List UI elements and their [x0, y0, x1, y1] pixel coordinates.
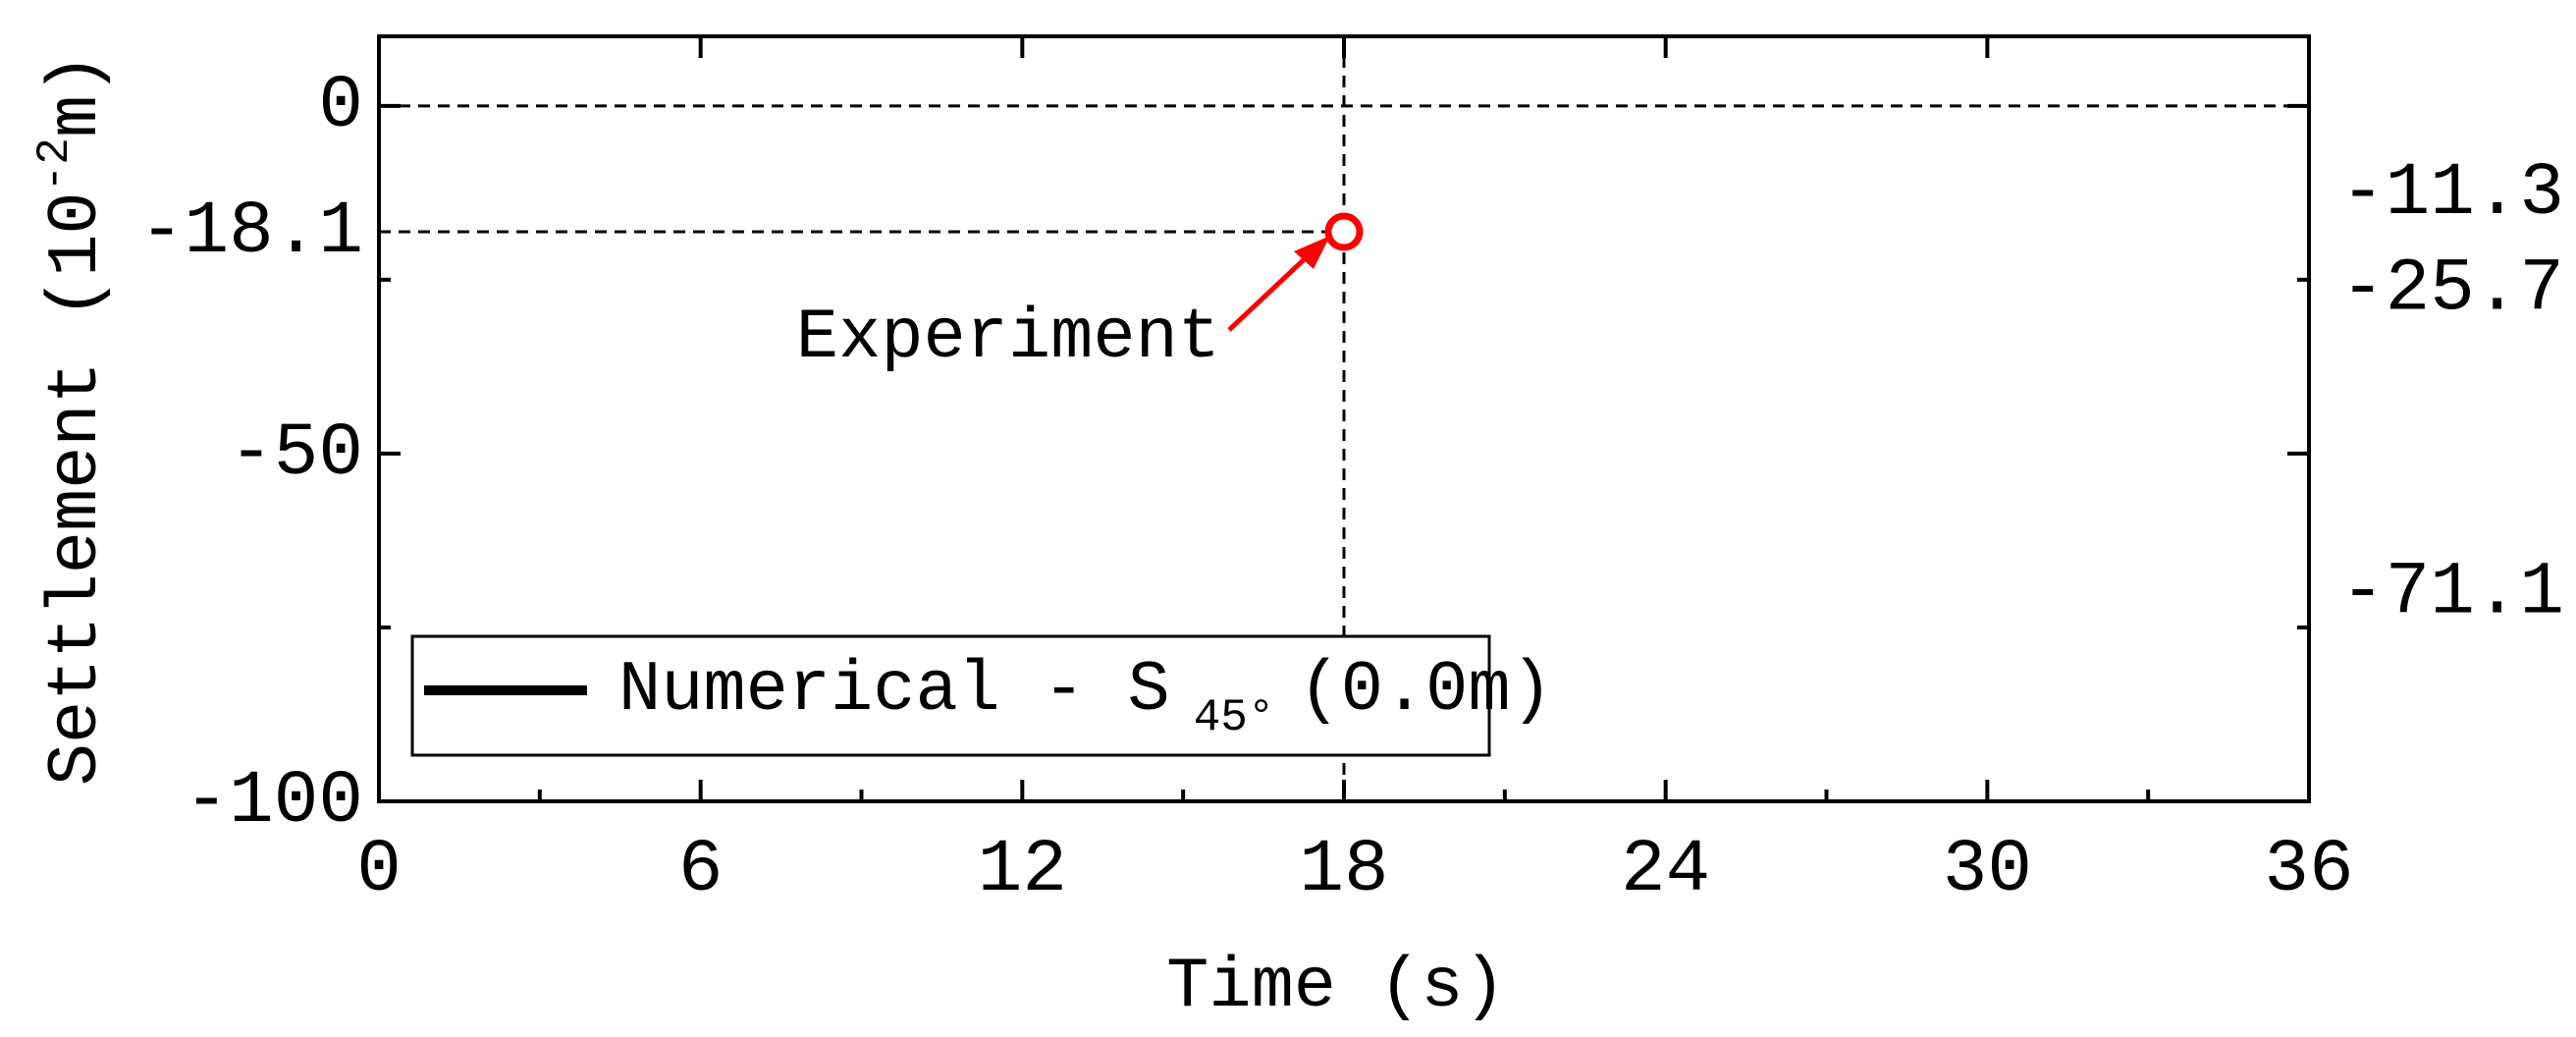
x-tick-label: 6: [678, 828, 724, 912]
plot-frame: [377, 34, 2311, 803]
legend-name: Numerical - S: [618, 650, 1170, 731]
x-tick-label: 30: [1943, 828, 2032, 912]
x-tick-label: 18: [1299, 828, 1388, 912]
x-tick-label: 36: [2264, 828, 2353, 912]
legend-suffix: (0.0m): [1299, 650, 1553, 731]
x-tick-label: 0: [356, 828, 402, 912]
y-axis-label: Settlement (10-2m): [29, 53, 117, 787]
legend-box: [410, 634, 1491, 757]
y-axis-label-end: m): [36, 53, 117, 137]
y2-tick-label: -71.1: [2340, 550, 2564, 634]
y2-tick-label: -11.3: [2340, 151, 2564, 236]
y-axis-label-sup: -2: [29, 137, 80, 191]
legend-label: Numerical - S 45° (0.0m): [618, 650, 1553, 743]
x-tick-label: 12: [978, 828, 1067, 912]
y-tick-label: 0: [318, 64, 363, 148]
legend-subscript: 45°: [1194, 692, 1275, 743]
y-tick-label: -50: [229, 411, 363, 496]
experiment-point: [1324, 212, 1364, 251]
y-axis-label-text: Settlement (10: [36, 191, 117, 786]
x-axis-label: Time (s): [1166, 947, 1506, 1027]
experiment-label: Experiment: [796, 298, 1220, 378]
y-tick-label: -100: [185, 759, 363, 844]
x-tick-label: 24: [1621, 828, 1710, 912]
annotation-arrowhead: [1294, 236, 1330, 269]
y-annotation-label: -18.1: [139, 190, 363, 274]
annotation-arrow: [1227, 251, 1313, 332]
y2-tick-label: -25.7: [2340, 247, 2564, 332]
